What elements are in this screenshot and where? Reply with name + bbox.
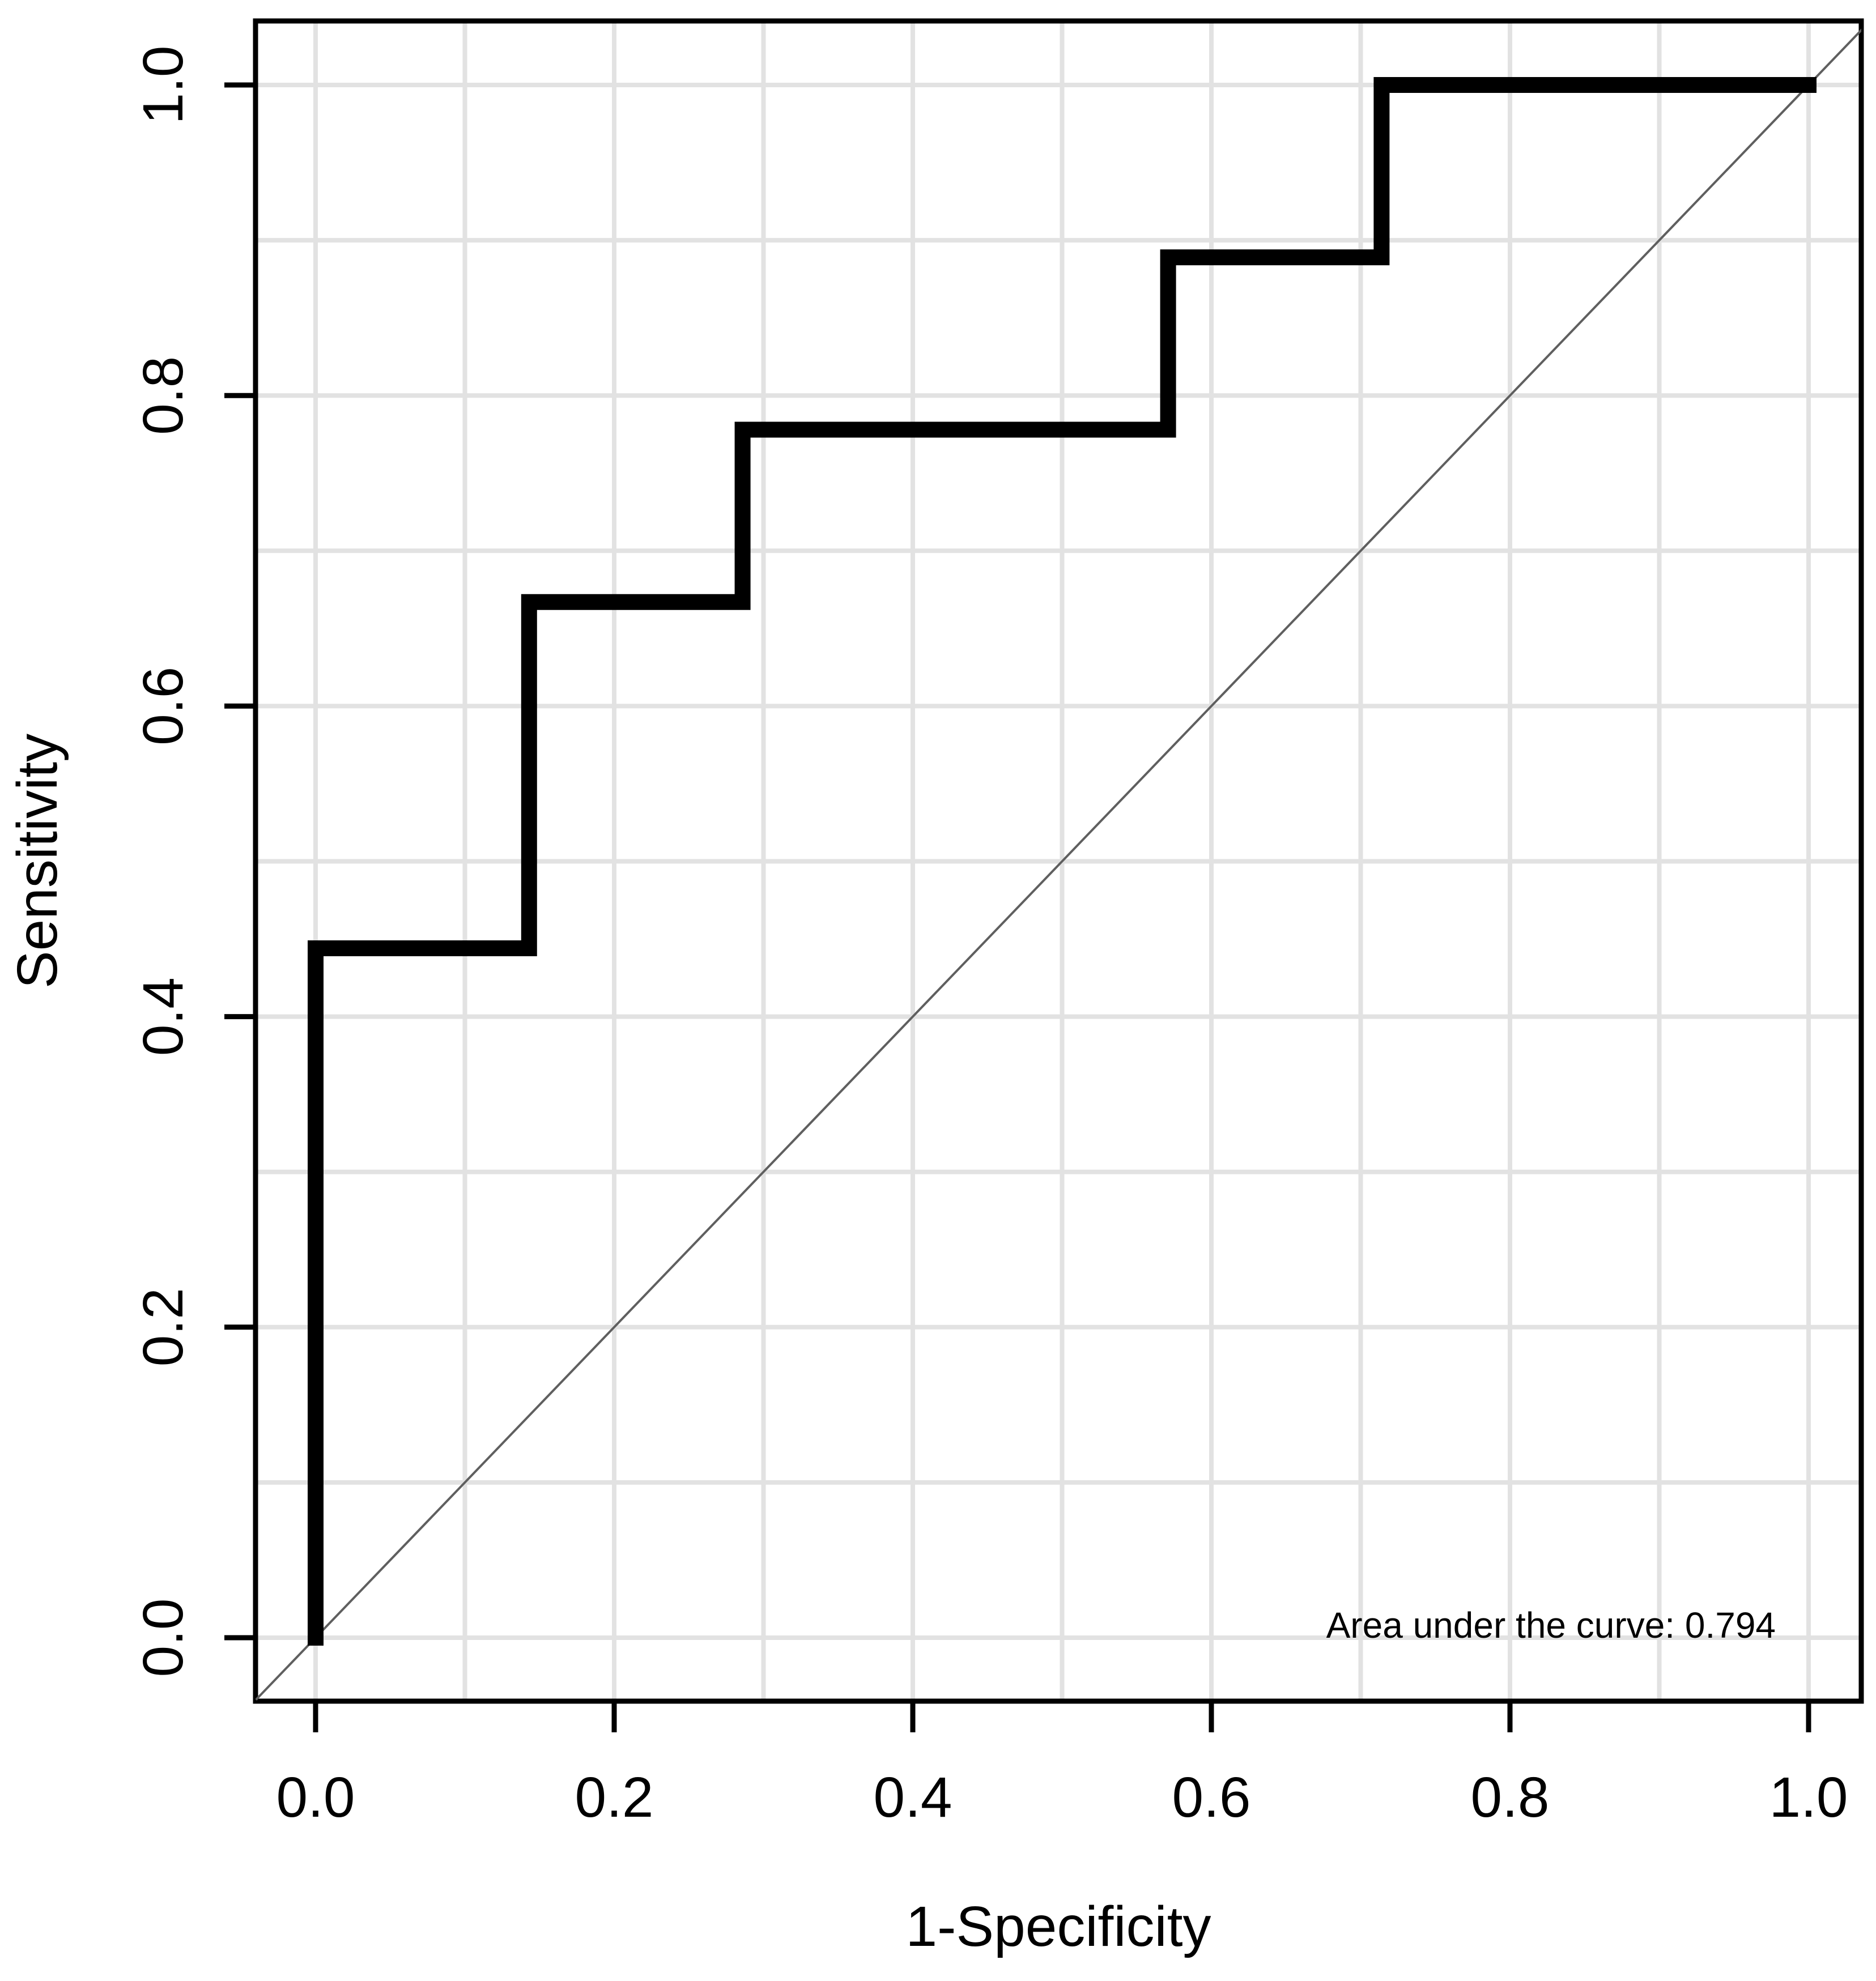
roc-curve-line: [308, 77, 1817, 1646]
y-tick-label: 1.0: [131, 45, 195, 124]
x-tick-label: 0.6: [1172, 1766, 1250, 1829]
y-tick-label: 0.4: [131, 977, 195, 1056]
axis-ticks: [224, 82, 1811, 1732]
y-tick-label: 0.8: [131, 356, 195, 435]
x-tick-label: 0.4: [873, 1766, 952, 1829]
plot-border: [253, 18, 1864, 1704]
x-axis-title: 1-Specificity: [905, 1895, 1211, 1958]
y-tick-label: 0.0: [131, 1598, 195, 1677]
y-tick-label: 0.6: [131, 667, 195, 745]
x-tick-label: 0.2: [575, 1766, 653, 1829]
x-tick-label: 0.8: [1470, 1766, 1549, 1829]
axis-tick-labels: 0.0 0.2 0.4 0.6 0.8 1.0 0.0 0.2 0.4 0.6 0.8 1.0: [131, 45, 1848, 1829]
chance-diagonal-line: [256, 28, 1861, 1701]
auc-annotation: Area under the curve: 0.794: [1326, 1605, 1776, 1646]
x-tick-label: 1.0: [1769, 1766, 1848, 1829]
x-tick-label: 0.0: [276, 1766, 355, 1829]
y-axis-title: Sensitivity: [6, 734, 69, 989]
y-tick-label: 0.2: [131, 1288, 195, 1366]
